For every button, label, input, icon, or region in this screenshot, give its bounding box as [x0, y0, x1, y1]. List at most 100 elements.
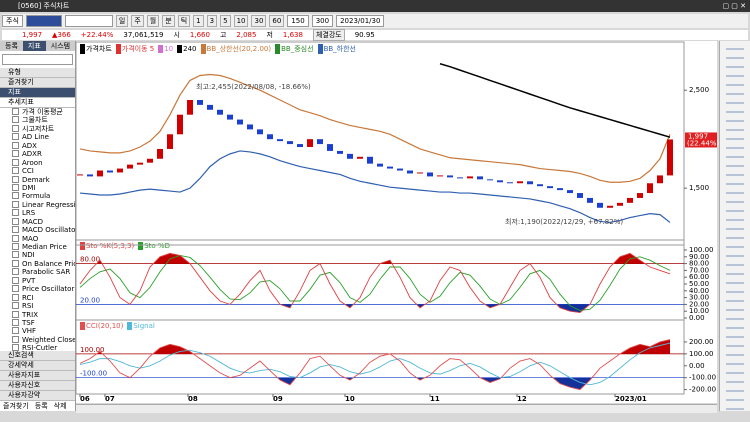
annotation-low: 최저:1,190(2022/12/29, +67.82%): [505, 217, 623, 226]
panel-tab[interactable]: 지표: [22, 41, 46, 51]
period-button[interactable]: 분: [162, 15, 175, 27]
group[interactable]: 사용자지표: [0, 371, 75, 381]
group[interactable]: 유형: [0, 68, 75, 78]
candle: [277, 139, 283, 142]
indicator[interactable]: NDI: [0, 251, 75, 259]
period-button[interactable]: 월: [146, 15, 160, 27]
panel-tabs: 등록 지표 시스템: [0, 41, 75, 51]
footer-button[interactable]: 삭제: [53, 402, 67, 410]
indicator[interactable]: RSI-Cutler: [0, 344, 75, 352]
tool-icons[interactable]: [726, 41, 744, 411]
indicator[interactable]: On Balance Price: [0, 260, 75, 268]
legend-entry[interactable]: BB_상한선(20,2.00): [200, 44, 271, 54]
indicator[interactable]: MACD: [0, 218, 75, 226]
scrollbar[interactable]: [76, 404, 717, 413]
legend-entry[interactable]: BB_중심선: [275, 44, 314, 54]
indicator[interactable]: RSI: [0, 302, 75, 310]
left-panel: 등록 지표 시스템 유형 즐겨찾기 지표 추세지표 가격 이동평균 그물차트 시고저차트 AD…: [0, 41, 76, 411]
window-buttons[interactable]: ▢ ▢ ✕: [722, 2, 746, 10]
legend-entry[interactable]: CCI(20,10): [80, 322, 123, 330]
indicator[interactable]: DMI: [0, 184, 75, 192]
date-field[interactable]: 2023/01/30: [336, 15, 385, 27]
footer-button[interactable]: 즐겨찾기: [3, 402, 29, 410]
indicator[interactable]: MACD Oscillator: [0, 226, 75, 234]
legend-entry[interactable]: 10: [158, 45, 173, 53]
indicator[interactable]: TSF: [0, 319, 75, 327]
indicator[interactable]: Weighted Close: [0, 336, 75, 344]
indicator[interactable]: ADX: [0, 142, 75, 150]
y-tick-label: 1,500: [689, 184, 709, 192]
indicator[interactable]: LRS: [0, 209, 75, 217]
indicator[interactable]: ADXR: [0, 150, 75, 158]
indicator[interactable]: PVT: [0, 277, 75, 285]
market-select[interactable]: 주식: [2, 15, 23, 27]
indicator[interactable]: Parabolic SAR: [0, 268, 75, 276]
indicator[interactable]: Aroon: [0, 159, 75, 167]
candle: [317, 139, 323, 145]
candle: [527, 181, 533, 185]
code-field[interactable]: [25, 15, 62, 27]
step-button[interactable]: 1: [193, 15, 204, 27]
indicator[interactable]: 시고저차트: [0, 125, 75, 133]
candle: [507, 182, 513, 184]
legend-entry[interactable]: 가격이동 5: [115, 44, 154, 54]
right-toolbar: [719, 41, 750, 411]
group[interactable]: 즐겨찾기: [0, 78, 75, 88]
step-button[interactable]: 10: [233, 15, 249, 27]
candle: [667, 139, 673, 176]
candle: [267, 134, 273, 140]
strength-label[interactable]: 체결강도: [312, 29, 345, 41]
step-button[interactable]: 3: [206, 15, 218, 27]
candle: [577, 193, 583, 198]
step-button[interactable]: 5: [220, 15, 231, 27]
legend-entry[interactable]: Sto %D: [138, 242, 170, 250]
indicator[interactable]: MAO: [0, 235, 75, 243]
name-field[interactable]: [64, 15, 113, 27]
candle: [87, 174, 93, 177]
legend-entry[interactable]: Sto %K(5,3,3): [80, 242, 134, 250]
level-label: -100.00: [80, 370, 107, 378]
group[interactable]: 강세약세: [0, 361, 75, 371]
candle: [117, 168, 123, 173]
footer-button[interactable]: 등록: [34, 402, 48, 410]
indicator[interactable]: 가격 이동평균: [0, 108, 75, 116]
step-button[interactable]: 60: [269, 15, 285, 27]
group[interactable]: 사용자신호: [0, 381, 75, 391]
indicator[interactable]: CCI: [0, 167, 75, 175]
candle: [137, 162, 143, 165]
legend-entry[interactable]: 240: [177, 45, 197, 53]
legend-entry[interactable]: BB_하한선: [317, 44, 356, 54]
price-legend: 가격차트 가격이동 5 10 240 BB_상한선(20,2.00) BB_중심선 BB_하…: [80, 44, 356, 54]
indicator[interactable]: AD Line: [0, 133, 75, 141]
period-button[interactable]: 틱: [177, 15, 191, 27]
indicator[interactable]: 그물차트: [0, 116, 75, 124]
legend-entry[interactable]: 가격차트: [80, 44, 112, 54]
candle: [107, 170, 113, 173]
indicator[interactable]: Median Price: [0, 243, 75, 251]
count-field[interactable]: 150: [287, 15, 309, 27]
group[interactable]: 사용자강약: [0, 391, 75, 401]
panel-footer: 즐겨찾기 등록 삭제: [0, 401, 67, 411]
group[interactable]: 지표: [0, 88, 75, 98]
candle: [167, 134, 173, 149]
indicator[interactable]: Formula: [0, 192, 75, 200]
indicator[interactable]: Price Oscillator: [0, 285, 75, 293]
count2-field[interactable]: 300: [311, 15, 334, 27]
candle: [147, 158, 153, 163]
legend-entry[interactable]: Signal: [127, 322, 155, 330]
search-box[interactable]: [2, 54, 73, 65]
indicator[interactable]: Demark: [0, 176, 75, 184]
panel-tab[interactable]: 시스템: [50, 42, 71, 50]
step-button[interactable]: 30: [251, 15, 267, 27]
indicator[interactable]: VHF: [0, 327, 75, 335]
candle: [97, 170, 103, 177]
period-button[interactable]: 일: [115, 15, 129, 27]
candle: [517, 181, 523, 184]
indicator[interactable]: Linear Regression: [0, 201, 75, 209]
panel-tab[interactable]: 등록: [5, 42, 18, 50]
group[interactable]: 신호검색: [0, 351, 75, 361]
indicator[interactable]: RCI: [0, 294, 75, 302]
period-button[interactable]: 주: [131, 15, 144, 27]
cci-legend: CCI(20,10) Signal: [80, 322, 155, 330]
indicator[interactable]: TRIX: [0, 311, 75, 319]
